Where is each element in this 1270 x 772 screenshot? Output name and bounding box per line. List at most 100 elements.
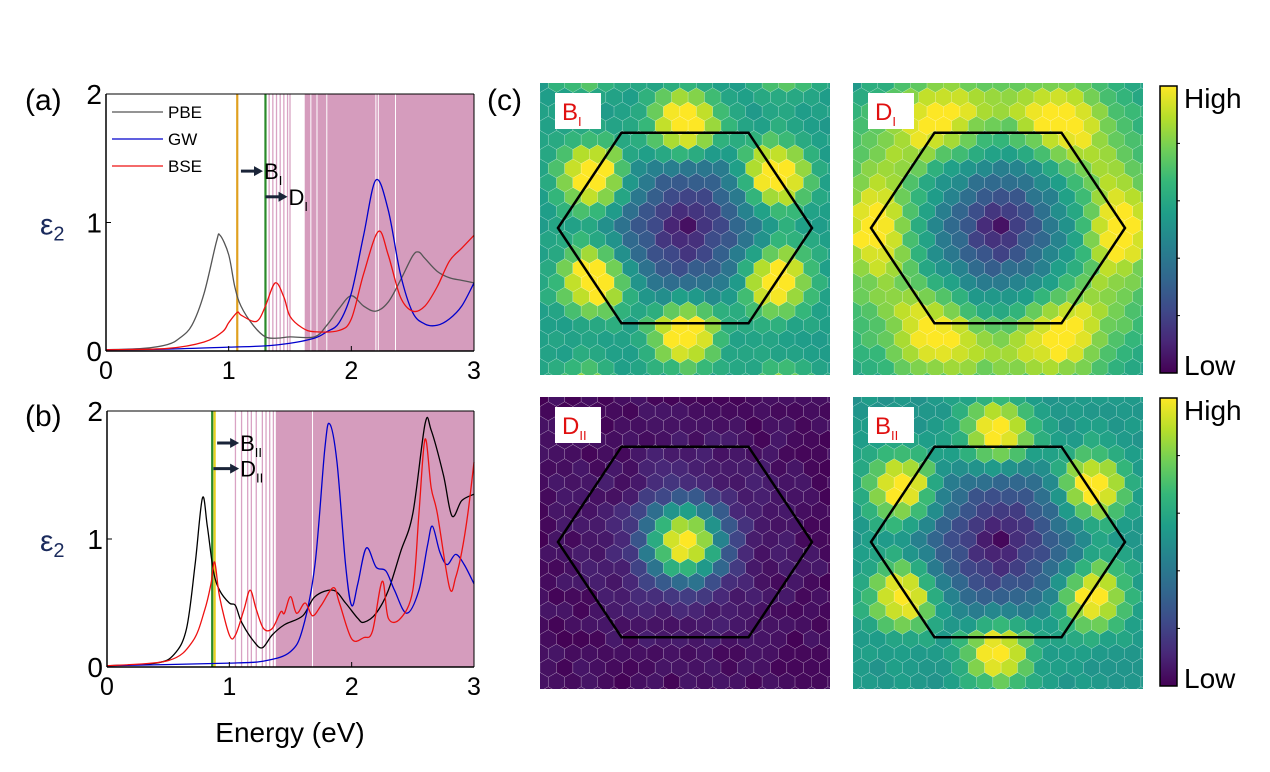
heatmap-cell bbox=[515, 359, 531, 378]
annotation-label: DI bbox=[289, 185, 309, 214]
heatmap-cell bbox=[688, 59, 704, 78]
heatmap-cell bbox=[1001, 373, 1017, 392]
heatmap-cell bbox=[626, 372, 635, 375]
heatmap-cell bbox=[828, 616, 844, 635]
heatmap-cell bbox=[543, 372, 553, 375]
map-label-box bbox=[555, 93, 601, 129]
heatmap-cell bbox=[902, 59, 918, 78]
heatmap-cell bbox=[853, 320, 854, 331]
heatmap-cell bbox=[1166, 59, 1182, 78]
heatmap-cell bbox=[861, 701, 877, 720]
heatmap-cell bbox=[691, 372, 701, 375]
heatmap-cell bbox=[853, 149, 854, 160]
heatmap-cell bbox=[680, 701, 696, 720]
heatmap-cell bbox=[836, 259, 852, 278]
heatmap-cell bbox=[811, 701, 827, 720]
colorbar bbox=[1159, 85, 1178, 374]
heatmap-cell bbox=[1050, 59, 1066, 78]
heatmap-cell bbox=[1018, 373, 1034, 392]
heatmap-cell bbox=[827, 476, 830, 489]
heatmap-cell bbox=[1141, 701, 1157, 720]
heatmap-cell bbox=[540, 320, 541, 331]
heatmap-cell bbox=[828, 188, 844, 207]
heatmap-cell bbox=[622, 59, 638, 78]
heatmap-cell bbox=[779, 701, 795, 720]
heatmap-cell bbox=[1140, 304, 1143, 318]
heatmap-cell bbox=[836, 373, 852, 392]
heatmap-cell bbox=[630, 701, 646, 720]
heatmap-cell bbox=[972, 372, 981, 375]
heatmap-cell bbox=[827, 419, 830, 432]
heatmap-cell bbox=[803, 373, 819, 392]
heatmap-cell bbox=[1001, 59, 1017, 78]
panel-label-c: (c) bbox=[487, 84, 522, 117]
heatmap-cell bbox=[1054, 686, 1064, 689]
heatmap-cell bbox=[968, 59, 984, 78]
heatmap-cell bbox=[820, 373, 836, 392]
heatmap-cell bbox=[1157, 701, 1173, 720]
heatmap-cell bbox=[837, 373, 853, 392]
heatmap-cell bbox=[659, 686, 668, 689]
heatmap-cell bbox=[878, 701, 894, 720]
heatmap-cell bbox=[886, 373, 902, 392]
heatmap-cell bbox=[828, 302, 844, 321]
heatmap-cell bbox=[540, 463, 541, 474]
heatmap-cell bbox=[837, 373, 853, 392]
heatmap-cell bbox=[1140, 133, 1143, 147]
heatmap-cell bbox=[1120, 686, 1129, 689]
heatmap-cell bbox=[836, 658, 852, 677]
heatmap-cell bbox=[515, 387, 531, 406]
heatmap-cell bbox=[691, 686, 701, 689]
heatmap-cell bbox=[853, 83, 862, 93]
heatmap-cell bbox=[573, 59, 589, 78]
x-tick-label: 2 bbox=[344, 357, 358, 385]
heatmap-cell bbox=[853, 263, 854, 274]
heatmap-cell bbox=[1050, 373, 1066, 392]
heatmap-cell bbox=[889, 372, 899, 375]
heatmap-cell bbox=[524, 373, 540, 392]
y-axis-label: ε2 bbox=[40, 525, 65, 562]
heatmap-cell bbox=[540, 149, 541, 160]
heatmap-cell bbox=[540, 634, 541, 645]
heatmap-cell bbox=[540, 406, 541, 417]
heatmap-cell bbox=[642, 686, 652, 689]
heatmap-cell bbox=[836, 316, 852, 335]
heatmap-cell bbox=[845, 701, 861, 720]
heatmap-cell bbox=[828, 159, 844, 178]
heatmap-cell bbox=[894, 701, 910, 720]
heatmap-cell bbox=[807, 372, 816, 375]
heatmap-cell bbox=[515, 644, 531, 663]
heatmap-cell bbox=[724, 372, 734, 375]
heatmap-cell bbox=[943, 701, 959, 720]
heatmap-cell bbox=[828, 701, 844, 720]
heatmap-cell bbox=[1136, 686, 1143, 689]
heatmap-cell bbox=[1140, 533, 1143, 546]
heatmap-cell bbox=[515, 330, 531, 349]
heatmap-cell bbox=[560, 686, 570, 689]
heatmap-cell bbox=[515, 131, 531, 150]
heatmap-cell bbox=[515, 302, 531, 321]
y-tick-label: 2 bbox=[87, 396, 103, 427]
heatmap-cell bbox=[828, 445, 844, 464]
heatmap-cell bbox=[889, 686, 899, 689]
heatmap-cell bbox=[873, 372, 883, 375]
heatmap-cell bbox=[540, 491, 541, 502]
heatmap-cell bbox=[540, 120, 541, 131]
heatmap-cell bbox=[836, 344, 852, 363]
heatmap-cell bbox=[844, 701, 860, 720]
heatmap-cell bbox=[853, 491, 854, 502]
heatmap-cell bbox=[688, 373, 704, 392]
heatmap-cell bbox=[955, 372, 965, 375]
heatmap-BII bbox=[828, 373, 1173, 720]
heatmap-cell bbox=[1021, 686, 1031, 689]
heatmap-cell bbox=[993, 701, 1009, 720]
heatmap-cell bbox=[642, 372, 652, 375]
heatmap-cell bbox=[836, 202, 852, 221]
heatmap-cell bbox=[757, 686, 767, 689]
y-tick-label: 1 bbox=[87, 524, 103, 555]
heatmap-cell bbox=[1140, 618, 1143, 632]
heatmap-cell bbox=[919, 59, 935, 78]
heatmap-DII bbox=[515, 373, 860, 720]
